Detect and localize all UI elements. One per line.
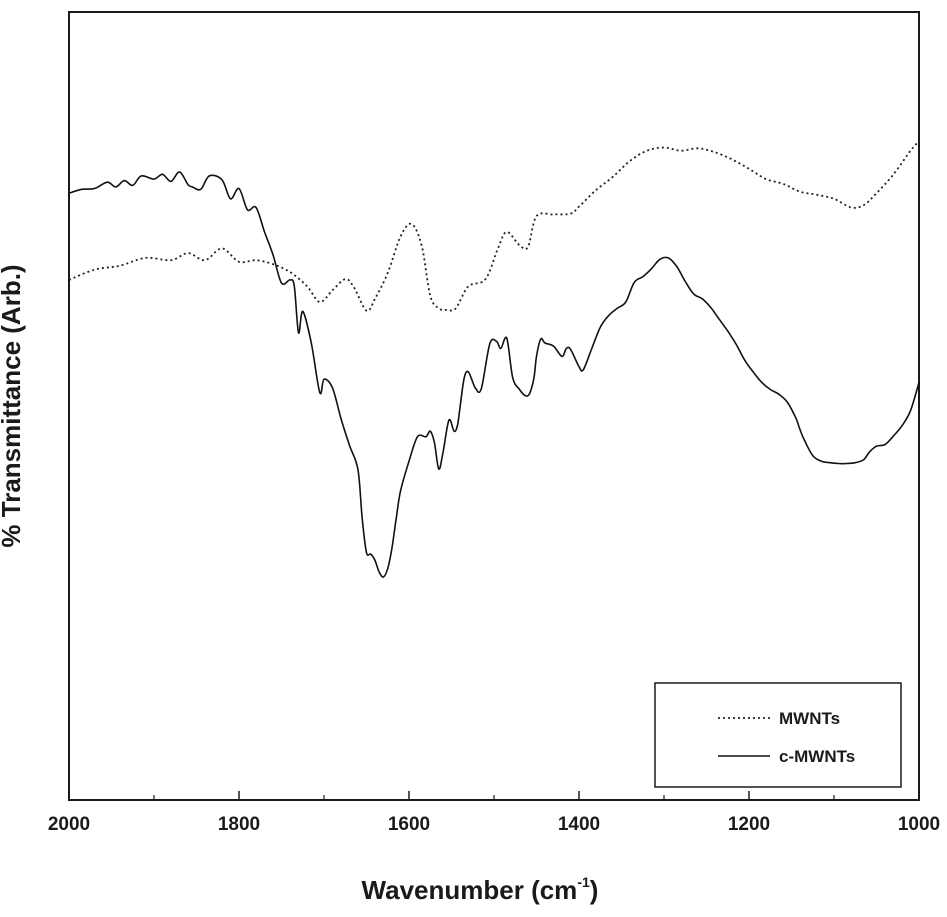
legend-box [654, 682, 902, 788]
series-line-mwnts [68, 140, 920, 312]
x-axis-title-superscript: -1 [577, 874, 590, 890]
x-tick-label: 2000 [48, 814, 90, 835]
legend-label-mwnts: MWNTs [779, 709, 840, 728]
x-tick-label: 1400 [558, 814, 600, 835]
x-tick-label: 1600 [388, 814, 430, 835]
x-axis-title-close: ) [590, 875, 599, 905]
x-tick-label: 1200 [728, 814, 770, 835]
series-line-c-mwnts [68, 171, 920, 578]
series-layer [68, 140, 920, 578]
plot-frame [68, 11, 920, 801]
x-axis-ticks: 2000 1800 1600 1400 1200 1000 [48, 791, 940, 835]
x-axis-title-main: Wavenumber (cm [362, 875, 578, 905]
x-axis-title: Wavenumber (cm-1) [362, 874, 599, 905]
y-axis-title: % Transmittance (Arb.) [0, 264, 26, 547]
x-tick-label: 1800 [218, 814, 260, 835]
x-tick-label: 1000 [898, 814, 940, 835]
legend: MWNTs c-MWNTs [654, 682, 902, 788]
legend-label-c-mwnts: c-MWNTs [779, 747, 855, 766]
